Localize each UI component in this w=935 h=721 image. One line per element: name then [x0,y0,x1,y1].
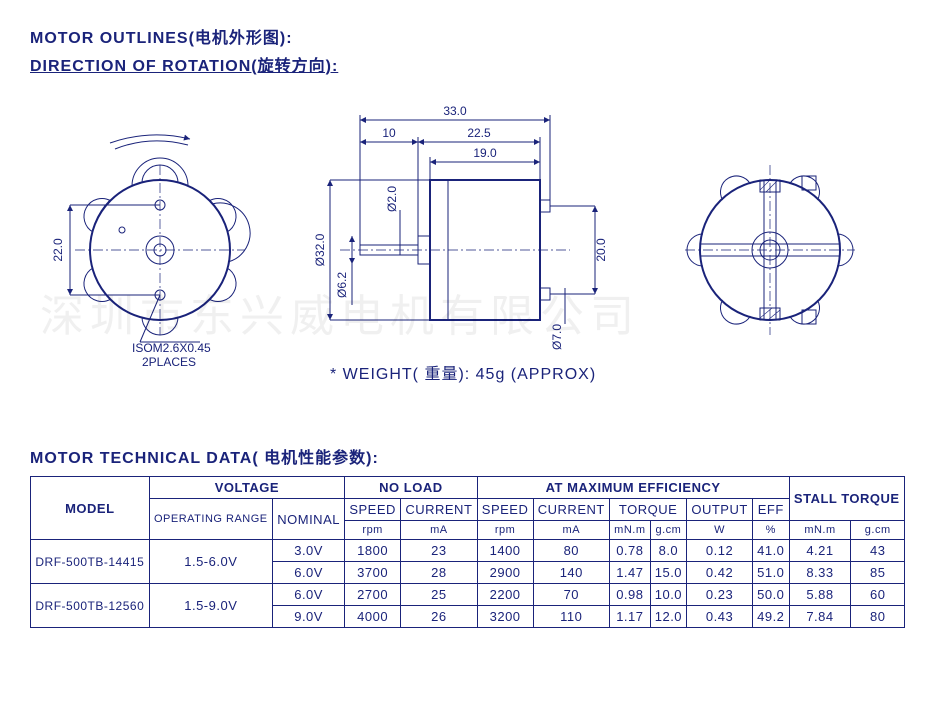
front-view [75,158,250,342]
cell-nl_ma: 28 [401,562,478,584]
rotation-arrow [110,135,190,149]
cell-nl_ma: 26 [401,606,478,628]
svg-text:Ø7.0: Ø7.0 [550,324,564,350]
cell-nl_rpm: 1800 [345,540,401,562]
screw-note-2: 2PLACES [142,355,196,369]
cell-model: DRF-500TB-14415 [31,540,150,584]
cell-st_mnm: 5.88 [789,584,851,606]
weight-note: * WEIGHT( 重量): 45g (APPROX) [330,360,596,384]
cell-me_eff: 41.0 [753,540,790,562]
cell-me_w: 0.42 [687,562,753,584]
cell-me_rpm: 1400 [477,540,533,562]
unit-mnm1: mN.m [610,521,651,540]
motor-drawing-svg: 22.0 ISOM2.6X0.45 2PLACES 33.0 10 22.5 [30,80,930,400]
svg-text:20.0: 20.0 [594,238,608,262]
cell-st_gcm: 43 [851,540,905,562]
cell-st_gcm: 80 [851,606,905,628]
drawing-area: 22.0 ISOM2.6X0.45 2PLACES 33.0 10 22.5 [30,80,905,400]
cell-me_w: 0.12 [687,540,753,562]
cell-model: DRF-500TB-12560 [31,584,150,628]
cell-me_ma: 80 [533,540,610,562]
cell-me_gcm: 8.0 [650,540,687,562]
unit-gcm2: g.cm [851,521,905,540]
col-me-torque: TORQUE [610,499,687,521]
svg-text:10: 10 [382,126,396,140]
tech-data-table: MODEL VOLTAGE NO LOAD AT MAXIMUM EFFICIE… [30,476,905,628]
cell-nl_rpm: 2700 [345,584,401,606]
cell-me_eff: 51.0 [753,562,790,584]
cell-st_mnm: 8.33 [789,562,851,584]
cell-range: 1.5-6.0V [149,540,272,584]
cell-me_rpm: 2200 [477,584,533,606]
svg-text:22.5: 22.5 [467,126,491,140]
title-tech: MOTOR TECHNICAL DATA( 电机性能参数): [30,444,905,468]
col-nl-current: CURRENT [401,499,478,521]
cell-me_gcm: 10.0 [650,584,687,606]
col-nominal: NOMINAL [273,499,345,540]
cell-me_gcm: 12.0 [650,606,687,628]
cell-me_mnm: 1.47 [610,562,651,584]
cell-st_gcm: 60 [851,584,905,606]
cell-me_rpm: 2900 [477,562,533,584]
col-nl-speed: SPEED [345,499,401,521]
cell-me_mnm: 0.78 [610,540,651,562]
unit-ma2: mA [533,521,610,540]
cell-nom: 6.0V [273,562,345,584]
col-oprange: OPERATING RANGE [149,499,272,540]
title-rotation: DIRECTION OF ROTATION(旋转方向): [30,52,905,76]
unit-pct: % [753,521,790,540]
cell-me_rpm: 3200 [477,606,533,628]
cell-nom: 3.0V [273,540,345,562]
cell-st_mnm: 4.21 [789,540,851,562]
cell-me_w: 0.23 [687,584,753,606]
cell-nl_ma: 23 [401,540,478,562]
col-maxeff: AT MAXIMUM EFFICIENCY [477,477,789,499]
cell-st_gcm: 85 [851,562,905,584]
cell-me_ma: 110 [533,606,610,628]
col-me-eff: EFF [753,499,790,521]
cell-nl_ma: 25 [401,584,478,606]
cell-me_ma: 140 [533,562,610,584]
col-noload: NO LOAD [345,477,477,499]
col-voltage: VOLTAGE [149,477,345,499]
cell-me_w: 0.43 [687,606,753,628]
unit-rpm2: rpm [477,521,533,540]
cell-nl_rpm: 4000 [345,606,401,628]
unit-rpm1: rpm [345,521,401,540]
cell-me_eff: 49.2 [753,606,790,628]
cell-me_eff: 50.0 [753,584,790,606]
svg-text:33.0: 33.0 [443,104,467,118]
cell-me_mnm: 0.98 [610,584,651,606]
title-outlines: MOTOR OUTLINES(电机外形图): [30,24,905,48]
side-view: 33.0 10 22.5 19.0 Ø32.0 Ø6.2 Ø2.0 [313,104,608,350]
cell-me_mnm: 1.17 [610,606,651,628]
cell-nl_rpm: 3700 [345,562,401,584]
rear-view [685,165,855,335]
table-row: DRF-500TB-125601.5-9.0V6.0V2700252200700… [31,584,905,606]
unit-w: W [687,521,753,540]
table-row: DRF-500TB-144151.5-6.0V3.0V1800231400800… [31,540,905,562]
cell-range: 1.5-9.0V [149,584,272,628]
cell-nom: 6.0V [273,584,345,606]
svg-text:Ø6.2: Ø6.2 [335,272,349,298]
unit-gcm1: g.cm [650,521,687,540]
unit-mnm2: mN.m [789,521,851,540]
col-me-current: CURRENT [533,499,610,521]
cell-st_mnm: 7.84 [789,606,851,628]
svg-text:Ø2.0: Ø2.0 [385,186,399,212]
svg-text:22.0: 22.0 [51,238,65,262]
cell-me_gcm: 15.0 [650,562,687,584]
col-stall: STALL TORQUE [789,477,904,521]
col-me-output: OUTPUT [687,499,753,521]
unit-ma1: mA [401,521,478,540]
cell-nom: 9.0V [273,606,345,628]
svg-text:19.0: 19.0 [473,146,497,160]
screw-note-1: ISOM2.6X0.45 [132,341,211,355]
svg-text:Ø32.0: Ø32.0 [313,233,327,266]
cell-me_ma: 70 [533,584,610,606]
col-model: MODEL [31,477,150,540]
col-me-speed: SPEED [477,499,533,521]
